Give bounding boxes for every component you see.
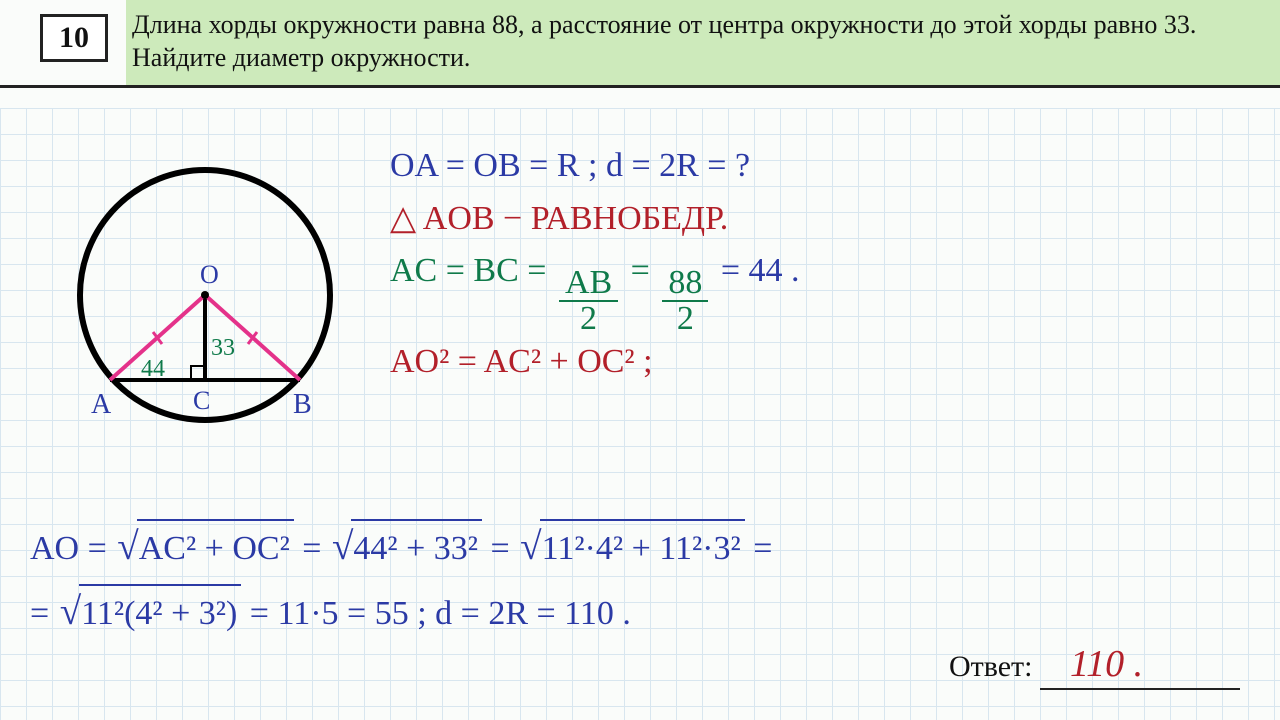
circle-diagram: O A B C 44 33 (45, 155, 365, 465)
answer-label: Ответ: (949, 650, 1040, 683)
line3-b: = 44 . (721, 252, 800, 289)
label-33: 33 (211, 335, 235, 361)
problem-text: Длина хорды окружности равна 88, а расст… (126, 0, 1280, 85)
line2: △ AOB − РАВНОБЕДР. (390, 193, 1250, 246)
problem-number: 10 (40, 14, 108, 62)
label-a: A (91, 389, 112, 420)
problem-header: 10 Длина хорды окружности равна 88, а ра… (0, 0, 1280, 88)
line1-b: d = 2R = ? (606, 147, 750, 184)
label-b: B (293, 389, 312, 420)
label-44: 44 (141, 356, 165, 382)
label-o: O (200, 260, 219, 289)
answer: Ответ: 110 . (949, 642, 1240, 690)
solution-bottom: AO = AC² + OC² = 44² + 33² = 11²·4² + 11… (30, 515, 1250, 644)
line4: AO² = AC² + OC² ; (390, 336, 1250, 389)
solution-work: OA = OB = R ; d = 2R = ? △ AOB − РАВНОБЕ… (390, 140, 1250, 389)
line1-a: OA = OB = R ; (390, 147, 597, 184)
answer-value: 110 . (1070, 643, 1143, 685)
line3-a: AC = BC = (390, 252, 555, 289)
label-c: C (193, 386, 210, 415)
